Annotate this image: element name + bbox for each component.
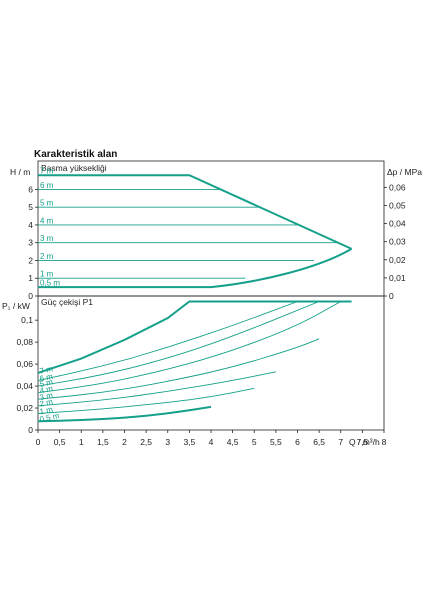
flow-tick-label: 0,5: [54, 437, 66, 447]
flow-tick-label: 7: [338, 437, 343, 447]
head-panel-frame: [37, 160, 385, 297]
head-axis-label: H / m: [10, 167, 30, 177]
power-curve-label: 7 m: [39, 364, 54, 376]
pressure-tick-label: 0,04: [389, 219, 406, 229]
head-panel-title: Basma yüksekliği: [41, 163, 107, 173]
head-curve-label: 2 m: [40, 252, 54, 261]
power-tick-label: 0,02: [16, 403, 33, 413]
power-curve-label: 0,5 m: [39, 411, 61, 424]
power-curve-label: 4 m: [39, 384, 54, 396]
head-curve-label: 1 m: [40, 270, 54, 279]
power-axis-label: P₁ / kW: [2, 301, 30, 311]
flow-tick-label: 4: [209, 437, 214, 447]
power-tick-label: 0,06: [16, 359, 33, 369]
head-curve-label: 7 m: [40, 167, 54, 176]
power-curve-label: 3 m: [39, 391, 54, 403]
flow-tick-label: 0: [36, 437, 41, 447]
power-tick-label: 0,04: [16, 381, 33, 391]
power-curve-6-m: [37, 301, 298, 382]
head-curve-label: 4 m: [40, 216, 54, 225]
power-curve-0-5-m: [37, 405, 212, 423]
head-tick-label: 6: [28, 184, 33, 194]
head-tick-label: 5: [28, 202, 33, 212]
flow-tick-label: 5,5: [270, 437, 282, 447]
head-tick-label: 4: [28, 220, 33, 230]
flow-tick-label: 1: [79, 437, 84, 447]
flow-tick-label: 7,5: [356, 437, 368, 447]
flow-tick-label: 2: [122, 437, 127, 447]
power-curve-2-m: [37, 371, 276, 407]
power-tick-label: 0,1: [21, 315, 33, 325]
head-curve-label: 0,5 m: [40, 279, 60, 288]
head-curve-label: 3 m: [40, 234, 54, 243]
flow-tick-label: 6,5: [313, 437, 325, 447]
power-curve-label: 5 m: [39, 377, 54, 389]
pressure-tick-label: 0,05: [389, 200, 406, 210]
pressure-tick-label: 0,06: [389, 182, 406, 192]
head-tick-label: 2: [28, 255, 33, 265]
head-curve-7-m: [38, 174, 353, 250]
flow-axis-label: Q / m³/h: [349, 437, 380, 447]
power-curve-1-m: [37, 387, 255, 414]
pressure-tick-label: 0: [389, 291, 394, 301]
flow-tick-label: 3: [165, 437, 170, 447]
chart-title: Karakteristik alan: [34, 149, 117, 160]
power-curve-5-m: [37, 301, 320, 387]
power-curve-4-m: [37, 301, 342, 394]
power-curve-3-m: [37, 338, 320, 400]
head-curve-label: 5 m: [40, 199, 54, 208]
flow-tick-label: 6: [295, 437, 300, 447]
flow-tick-label: 2,5: [140, 437, 152, 447]
flow-tick-label: 5: [252, 437, 257, 447]
pressure-axis-label: Δp / MPa: [387, 167, 422, 177]
power-tick-label: 0: [28, 425, 33, 435]
flow-tick-label: 8: [382, 437, 387, 447]
power-panel-title: Güç çekişi P1: [41, 297, 93, 307]
head-curve-0-5-m: [38, 248, 353, 289]
power-curve-label: 1 m: [39, 405, 54, 417]
pressure-tick-label: 0,01: [389, 273, 406, 283]
head-tick-label: 0: [28, 291, 33, 301]
flow-tick-label: 1,5: [97, 437, 109, 447]
head-curve-label: 6 m: [40, 181, 54, 190]
power-tick-label: 0,08: [16, 337, 33, 347]
head-tick-label: 1: [28, 273, 33, 283]
pressure-tick-label: 0,02: [389, 255, 406, 265]
flow-tick-label: 3,5: [183, 437, 195, 447]
flow-tick-label: 4,5: [227, 437, 239, 447]
power-curve-label: 6 m: [39, 372, 54, 384]
power-curve-7-m: [37, 300, 352, 374]
pressure-tick-label: 0,03: [389, 237, 406, 247]
power-curve-label: 2 m: [39, 397, 54, 409]
head-tick-label: 3: [28, 238, 33, 248]
